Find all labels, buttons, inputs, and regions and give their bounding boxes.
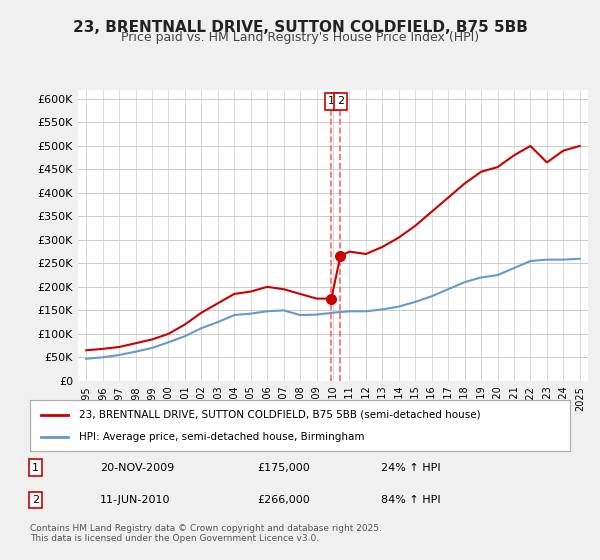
Text: 20-NOV-2009: 20-NOV-2009 xyxy=(100,463,175,473)
Text: HPI: Average price, semi-detached house, Birmingham: HPI: Average price, semi-detached house,… xyxy=(79,432,364,442)
Text: 84% ↑ HPI: 84% ↑ HPI xyxy=(381,495,440,505)
Text: 23, BRENTNALL DRIVE, SUTTON COLDFIELD, B75 5BB: 23, BRENTNALL DRIVE, SUTTON COLDFIELD, B… xyxy=(73,20,527,35)
Text: 24% ↑ HPI: 24% ↑ HPI xyxy=(381,463,440,473)
Text: £266,000: £266,000 xyxy=(257,495,310,505)
Text: 1: 1 xyxy=(328,96,335,106)
Text: 2: 2 xyxy=(32,495,39,505)
Text: Contains HM Land Registry data © Crown copyright and database right 2025.
This d: Contains HM Land Registry data © Crown c… xyxy=(30,524,382,543)
Text: 1: 1 xyxy=(32,463,39,473)
Text: 23, BRENTNALL DRIVE, SUTTON COLDFIELD, B75 5BB (semi-detached house): 23, BRENTNALL DRIVE, SUTTON COLDFIELD, B… xyxy=(79,409,480,419)
Text: 11-JUN-2010: 11-JUN-2010 xyxy=(100,495,170,505)
Text: Price paid vs. HM Land Registry's House Price Index (HPI): Price paid vs. HM Land Registry's House … xyxy=(121,31,479,44)
Text: £175,000: £175,000 xyxy=(257,463,310,473)
Text: 2: 2 xyxy=(337,96,344,106)
